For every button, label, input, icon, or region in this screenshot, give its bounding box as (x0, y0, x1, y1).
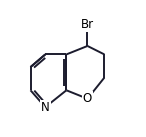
Text: N: N (41, 101, 50, 114)
Text: Br: Br (81, 18, 94, 31)
Text: O: O (83, 92, 92, 105)
